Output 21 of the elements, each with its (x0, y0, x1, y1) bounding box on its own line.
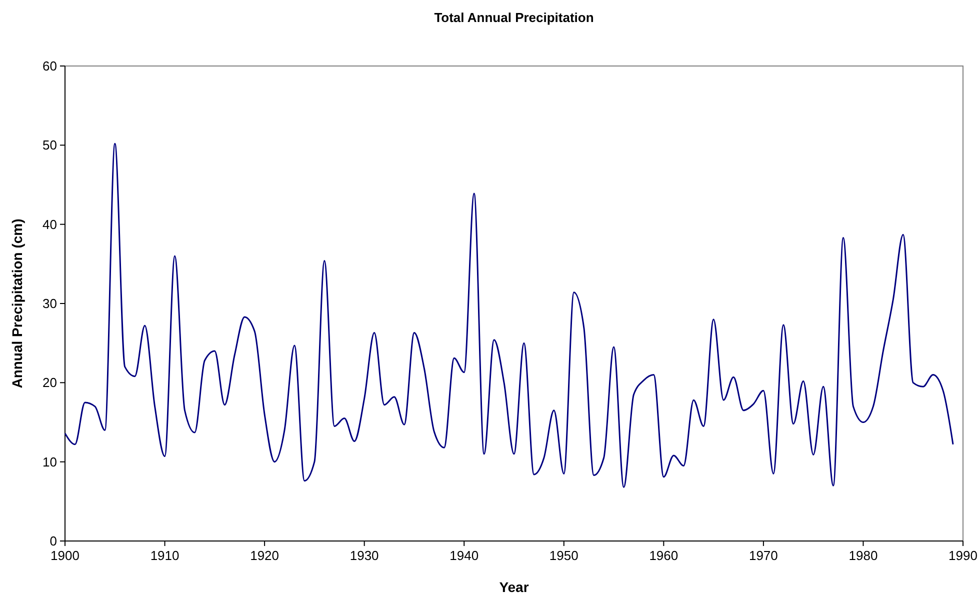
y-tick-label: 60 (42, 58, 57, 74)
x-tick-label: 1950 (549, 548, 578, 563)
chart-title: Total Annual Precipitation (434, 10, 594, 25)
x-tick-label: 1990 (948, 548, 978, 563)
x-tick-label: 1960 (649, 548, 678, 563)
line-series (64, 142, 954, 488)
x-tick-label: 1930 (350, 548, 379, 563)
x-axis-title: Year (499, 579, 530, 595)
x-tick-label: 1910 (150, 548, 180, 563)
x-tick-label: 1970 (748, 548, 778, 563)
y-axis-title: Annual Precipitation (cm) (9, 218, 25, 388)
y-tick-label: 50 (42, 138, 57, 153)
y-tick-label: 30 (42, 296, 57, 312)
x-tick-label: 1980 (848, 548, 878, 563)
y-tick-label: 40 (42, 216, 57, 232)
x-tick-label: 1940 (450, 548, 479, 563)
x-tick-label: 1920 (250, 548, 280, 563)
x-tick-label: 1900 (50, 548, 80, 563)
y-tick-label: 20 (42, 375, 57, 390)
y-tick-label: 10 (42, 454, 57, 470)
y-tick-label: 0 (50, 534, 57, 549)
